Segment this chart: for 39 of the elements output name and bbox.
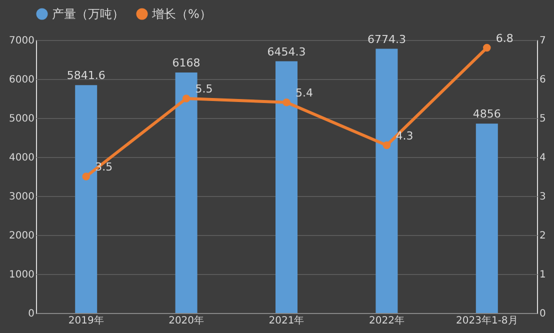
data-label: 5841.6 [66,69,106,82]
data-label: 6774.3 [367,32,406,46]
y-tick-label: 5000 [9,114,34,124]
y-tick-label: 7000 [9,36,34,46]
bar [175,72,198,313]
x-tick-label: 2021年 [268,314,304,326]
y2-tick-label: 4 [540,152,546,164]
y2-tick-label: 0 [540,308,546,320]
data-label: 6168 [172,56,200,70]
y2-tick-label: 3 [540,192,546,202]
x-tick-label: 2020年 [168,314,204,326]
point [282,98,290,106]
x-tick-label: 2022年 [368,314,404,326]
point [483,44,491,52]
bar [75,85,98,313]
bar [276,61,298,313]
x-tick-label: 2023年1-8月 [456,314,518,326]
point [182,94,190,102]
data-label: 4856 [472,108,501,121]
point [382,141,391,150]
y-tick-label: 0 [28,308,34,320]
y2-tick-label: 6 [540,74,546,86]
legend-label: 产量（万吨） [52,7,124,21]
y-tick-label: 1000 [9,270,34,280]
y2-tick-label: 1 [540,270,546,280]
y2-tick-label: 2 [540,230,546,242]
bar [376,48,398,313]
data-label: 6454.3 [267,45,306,58]
x-tick-label: 2019年 [68,314,104,326]
y-tick-label: 2000 [9,230,34,242]
point [82,172,90,180]
legend-label: 增长（%） [151,7,212,21]
bar [476,124,498,313]
y-tick-label: 4000 [9,152,34,164]
y-tick-label: 3000 [9,192,34,202]
y2-tick-label: 7 [540,36,546,46]
y2-tick-label: 5 [540,114,546,124]
y-tick-label: 6000 [9,74,34,86]
data-label: 6.8 [496,32,514,45]
